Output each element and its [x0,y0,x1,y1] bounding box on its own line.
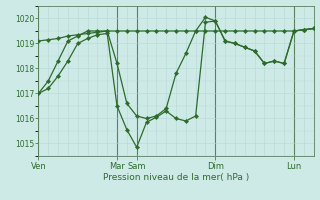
X-axis label: Pression niveau de la mer( hPa ): Pression niveau de la mer( hPa ) [103,173,249,182]
